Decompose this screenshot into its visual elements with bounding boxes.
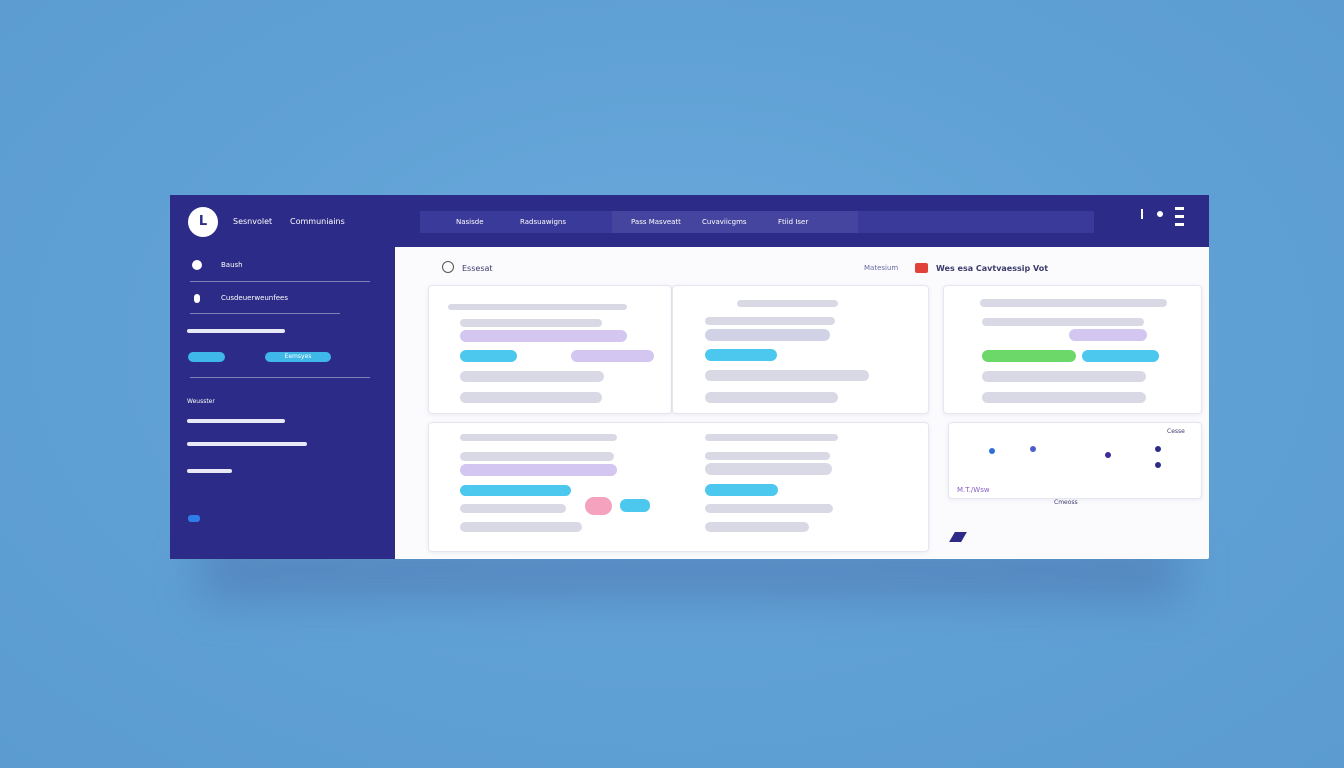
- icon[interactable]: [1157, 211, 1163, 217]
- placeholder-bar: [460, 319, 602, 327]
- placeholder-bar: [448, 304, 627, 310]
- sidebar: [170, 195, 395, 559]
- placeholder-bar: [460, 392, 602, 403]
- header-notice: Wes esa Cavtvaessip Vot: [936, 264, 1049, 273]
- brand-link[interactable]: Communiains: [290, 217, 345, 226]
- placeholder-bar: [460, 371, 604, 382]
- divider: [190, 313, 340, 314]
- nav-item[interactable]: Cusdeuerweunfees: [221, 294, 288, 302]
- tab[interactable]: Radsuawigns: [520, 218, 567, 226]
- icon: [194, 294, 200, 303]
- icon[interactable]: [1141, 209, 1143, 219]
- placeholder-bar: [982, 392, 1146, 403]
- placeholder-bar: [460, 485, 571, 496]
- placeholder-bar: [705, 434, 838, 441]
- icon: [188, 515, 200, 522]
- placeholder-bar: [980, 299, 1167, 307]
- placeholder-bar: [460, 434, 617, 441]
- placeholder-bar: [460, 464, 617, 476]
- tab-strip: [420, 211, 1094, 233]
- placeholder-bar: [460, 350, 517, 362]
- placeholder-bar: [705, 370, 869, 381]
- tab[interactable]: Pass Masveatt: [631, 218, 681, 226]
- brand[interactable]: Sesnvolet: [233, 217, 273, 226]
- chart-dot: [1105, 452, 1111, 458]
- placeholder: [187, 419, 285, 423]
- placeholder-bar: [705, 452, 830, 460]
- divider: [190, 281, 370, 282]
- placeholder-bar: [705, 463, 832, 475]
- placeholder-bar: [460, 330, 627, 342]
- tab[interactable]: Cuvaviicgms: [702, 218, 747, 226]
- card: [948, 422, 1202, 499]
- icon: [442, 261, 454, 273]
- menu-icon[interactable]: [1175, 207, 1184, 231]
- placeholder-bar: [982, 371, 1146, 382]
- placeholder-bar: [1082, 350, 1159, 362]
- nav-item[interactable]: Baush: [221, 261, 243, 269]
- placeholder-bar: [982, 350, 1076, 362]
- tab-highlight: [612, 211, 858, 233]
- placeholder-bar: [705, 484, 778, 496]
- tab[interactable]: Nasisde: [456, 218, 484, 226]
- chart-dot: [989, 448, 995, 454]
- placeholder-bar: [982, 318, 1144, 326]
- placeholder-bar: [460, 452, 614, 461]
- pill[interactable]: Eemsyes: [265, 352, 331, 362]
- placeholder-bar: [705, 317, 835, 325]
- placeholder-bar: [705, 392, 838, 403]
- logo[interactable]: L: [188, 207, 218, 237]
- alert-icon: [915, 263, 928, 273]
- chart-dot: [1155, 446, 1161, 452]
- badge: [585, 497, 612, 515]
- placeholder-bar: [1069, 329, 1147, 341]
- placeholder-bar: [460, 504, 566, 513]
- section-label: Weusster: [187, 398, 215, 405]
- placeholder-bar: [571, 350, 654, 362]
- chart-dot: [1030, 446, 1036, 452]
- chart-dot: [1155, 462, 1161, 468]
- tab[interactable]: Ftiid Iser: [778, 218, 809, 226]
- placeholder: [187, 442, 307, 446]
- chart-label: Cesse: [1167, 428, 1185, 435]
- placeholder-bar: [705, 522, 809, 532]
- chart-note: Cmeoss: [1054, 499, 1078, 506]
- pill[interactable]: [188, 352, 225, 362]
- placeholder-bar: [705, 504, 833, 513]
- placeholder-bar: [620, 499, 650, 512]
- chart-caption: M.T./Wsw: [957, 486, 990, 494]
- icon: [192, 260, 202, 270]
- placeholder-bar: [460, 522, 582, 532]
- divider: [190, 377, 370, 378]
- header-link[interactable]: Matesium: [864, 264, 899, 272]
- placeholder: [187, 469, 232, 473]
- placeholder-bar: [705, 329, 830, 341]
- placeholder-bar: [737, 300, 838, 307]
- placeholder: [187, 329, 285, 333]
- header-title: Essesat: [462, 264, 493, 273]
- placeholder-bar: [705, 349, 777, 361]
